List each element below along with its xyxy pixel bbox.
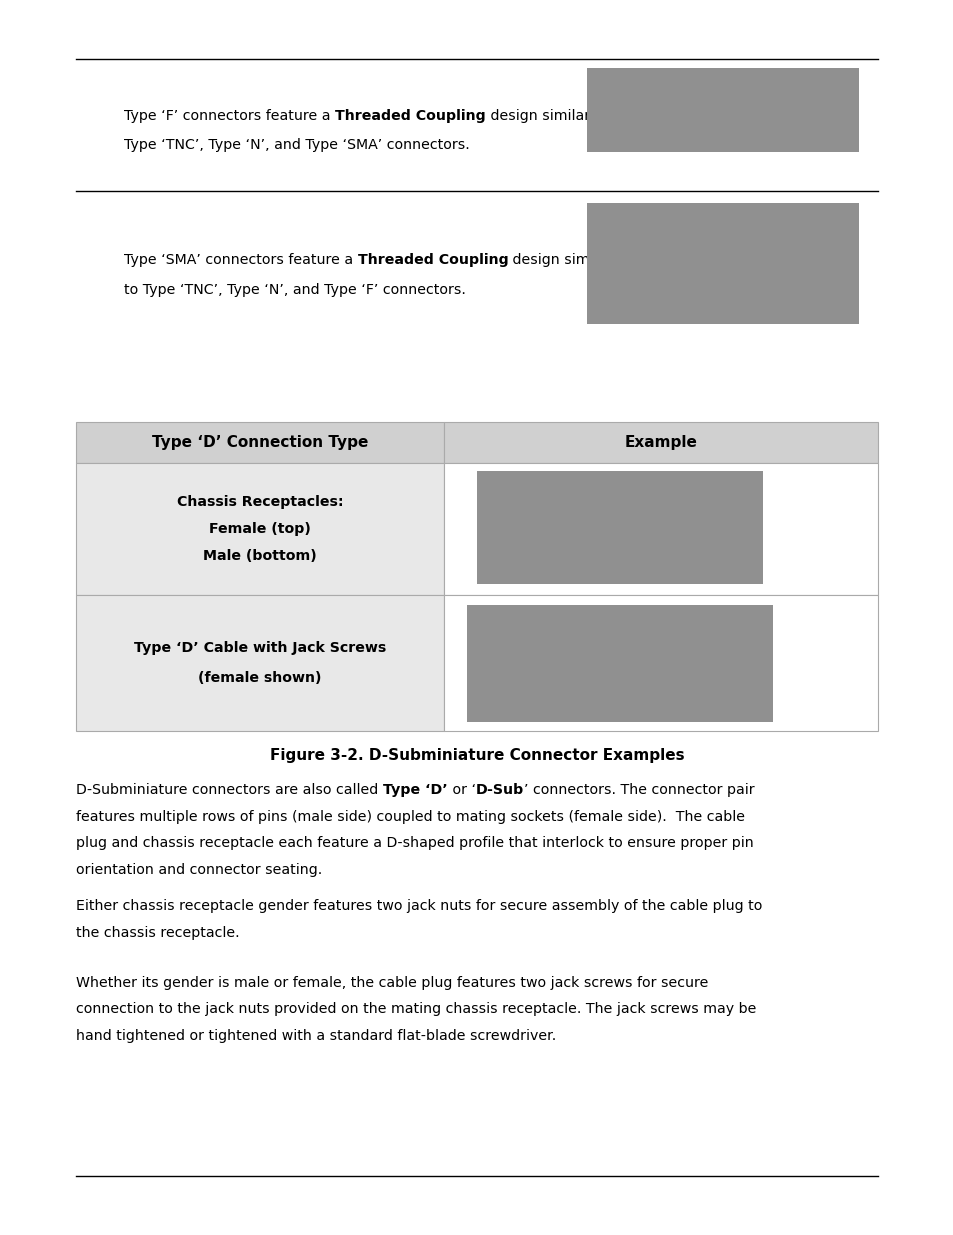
Text: ’ connectors. The connector pair: ’ connectors. The connector pair bbox=[523, 783, 754, 797]
Text: Either chassis receptacle gender features two jack nuts for secure assembly of t: Either chassis receptacle gender feature… bbox=[76, 899, 761, 913]
Text: Whether its gender is male or female, the cable plug features two jack screws fo: Whether its gender is male or female, th… bbox=[76, 976, 708, 989]
Text: orientation and connector seating.: orientation and connector seating. bbox=[76, 863, 322, 877]
Bar bbox=[76, 463, 443, 595]
Text: D-Subminiature connectors are also called: D-Subminiature connectors are also calle… bbox=[76, 783, 383, 797]
Bar bbox=[76, 595, 443, 731]
Text: Type ‘SMA’ connectors feature a: Type ‘SMA’ connectors feature a bbox=[124, 253, 357, 267]
Text: plug and chassis receptacle each feature a D-shaped profile that interlock to en: plug and chassis receptacle each feature… bbox=[76, 836, 753, 850]
Bar bbox=[443, 595, 877, 731]
Bar bbox=[443, 463, 877, 595]
Bar bbox=[76, 422, 443, 463]
Text: Example: Example bbox=[623, 435, 697, 451]
Text: to Type ‘TNC’, Type ‘N’, and Type ‘F’ connectors.: to Type ‘TNC’, Type ‘N’, and Type ‘F’ co… bbox=[124, 283, 465, 296]
Text: Type ‘D’ Cable with Jack Screws: Type ‘D’ Cable with Jack Screws bbox=[133, 641, 386, 656]
Text: or ‘: or ‘ bbox=[447, 783, 476, 797]
Text: Male (bottom): Male (bottom) bbox=[203, 550, 316, 563]
Text: Type ‘D’ Connection Type: Type ‘D’ Connection Type bbox=[152, 435, 368, 451]
Text: D-Sub: D-Sub bbox=[476, 783, 523, 797]
Text: Threaded Coupling: Threaded Coupling bbox=[357, 253, 508, 267]
Text: features multiple rows of pins (male side) coupled to mating sockets (female sid: features multiple rows of pins (male sid… bbox=[76, 810, 744, 824]
Text: (female shown): (female shown) bbox=[198, 671, 321, 685]
Text: Type ‘F’ connectors feature a: Type ‘F’ connectors feature a bbox=[124, 109, 335, 122]
Bar bbox=[443, 422, 877, 463]
Text: design similar: design similar bbox=[508, 253, 612, 267]
Text: Type ‘D’: Type ‘D’ bbox=[383, 783, 447, 797]
Text: Threaded Coupling: Threaded Coupling bbox=[335, 109, 485, 122]
Text: Female (top): Female (top) bbox=[209, 522, 311, 536]
Text: Figure 3-2. D-Subminiature Connector Examples: Figure 3-2. D-Subminiature Connector Exa… bbox=[270, 748, 683, 763]
Text: hand tightened or tightened with a standard flat-blade screwdriver.: hand tightened or tightened with a stand… bbox=[76, 1029, 556, 1042]
Text: Type ‘TNC’, Type ‘N’, and Type ‘SMA’ connectors.: Type ‘TNC’, Type ‘N’, and Type ‘SMA’ con… bbox=[124, 138, 469, 152]
Text: connection to the jack nuts provided on the mating chassis receptacle. The jack : connection to the jack nuts provided on … bbox=[76, 1003, 756, 1016]
Text: design similar to: design similar to bbox=[485, 109, 608, 122]
Text: the chassis receptacle.: the chassis receptacle. bbox=[76, 926, 240, 940]
Text: Chassis Receptacles:: Chassis Receptacles: bbox=[176, 495, 343, 509]
